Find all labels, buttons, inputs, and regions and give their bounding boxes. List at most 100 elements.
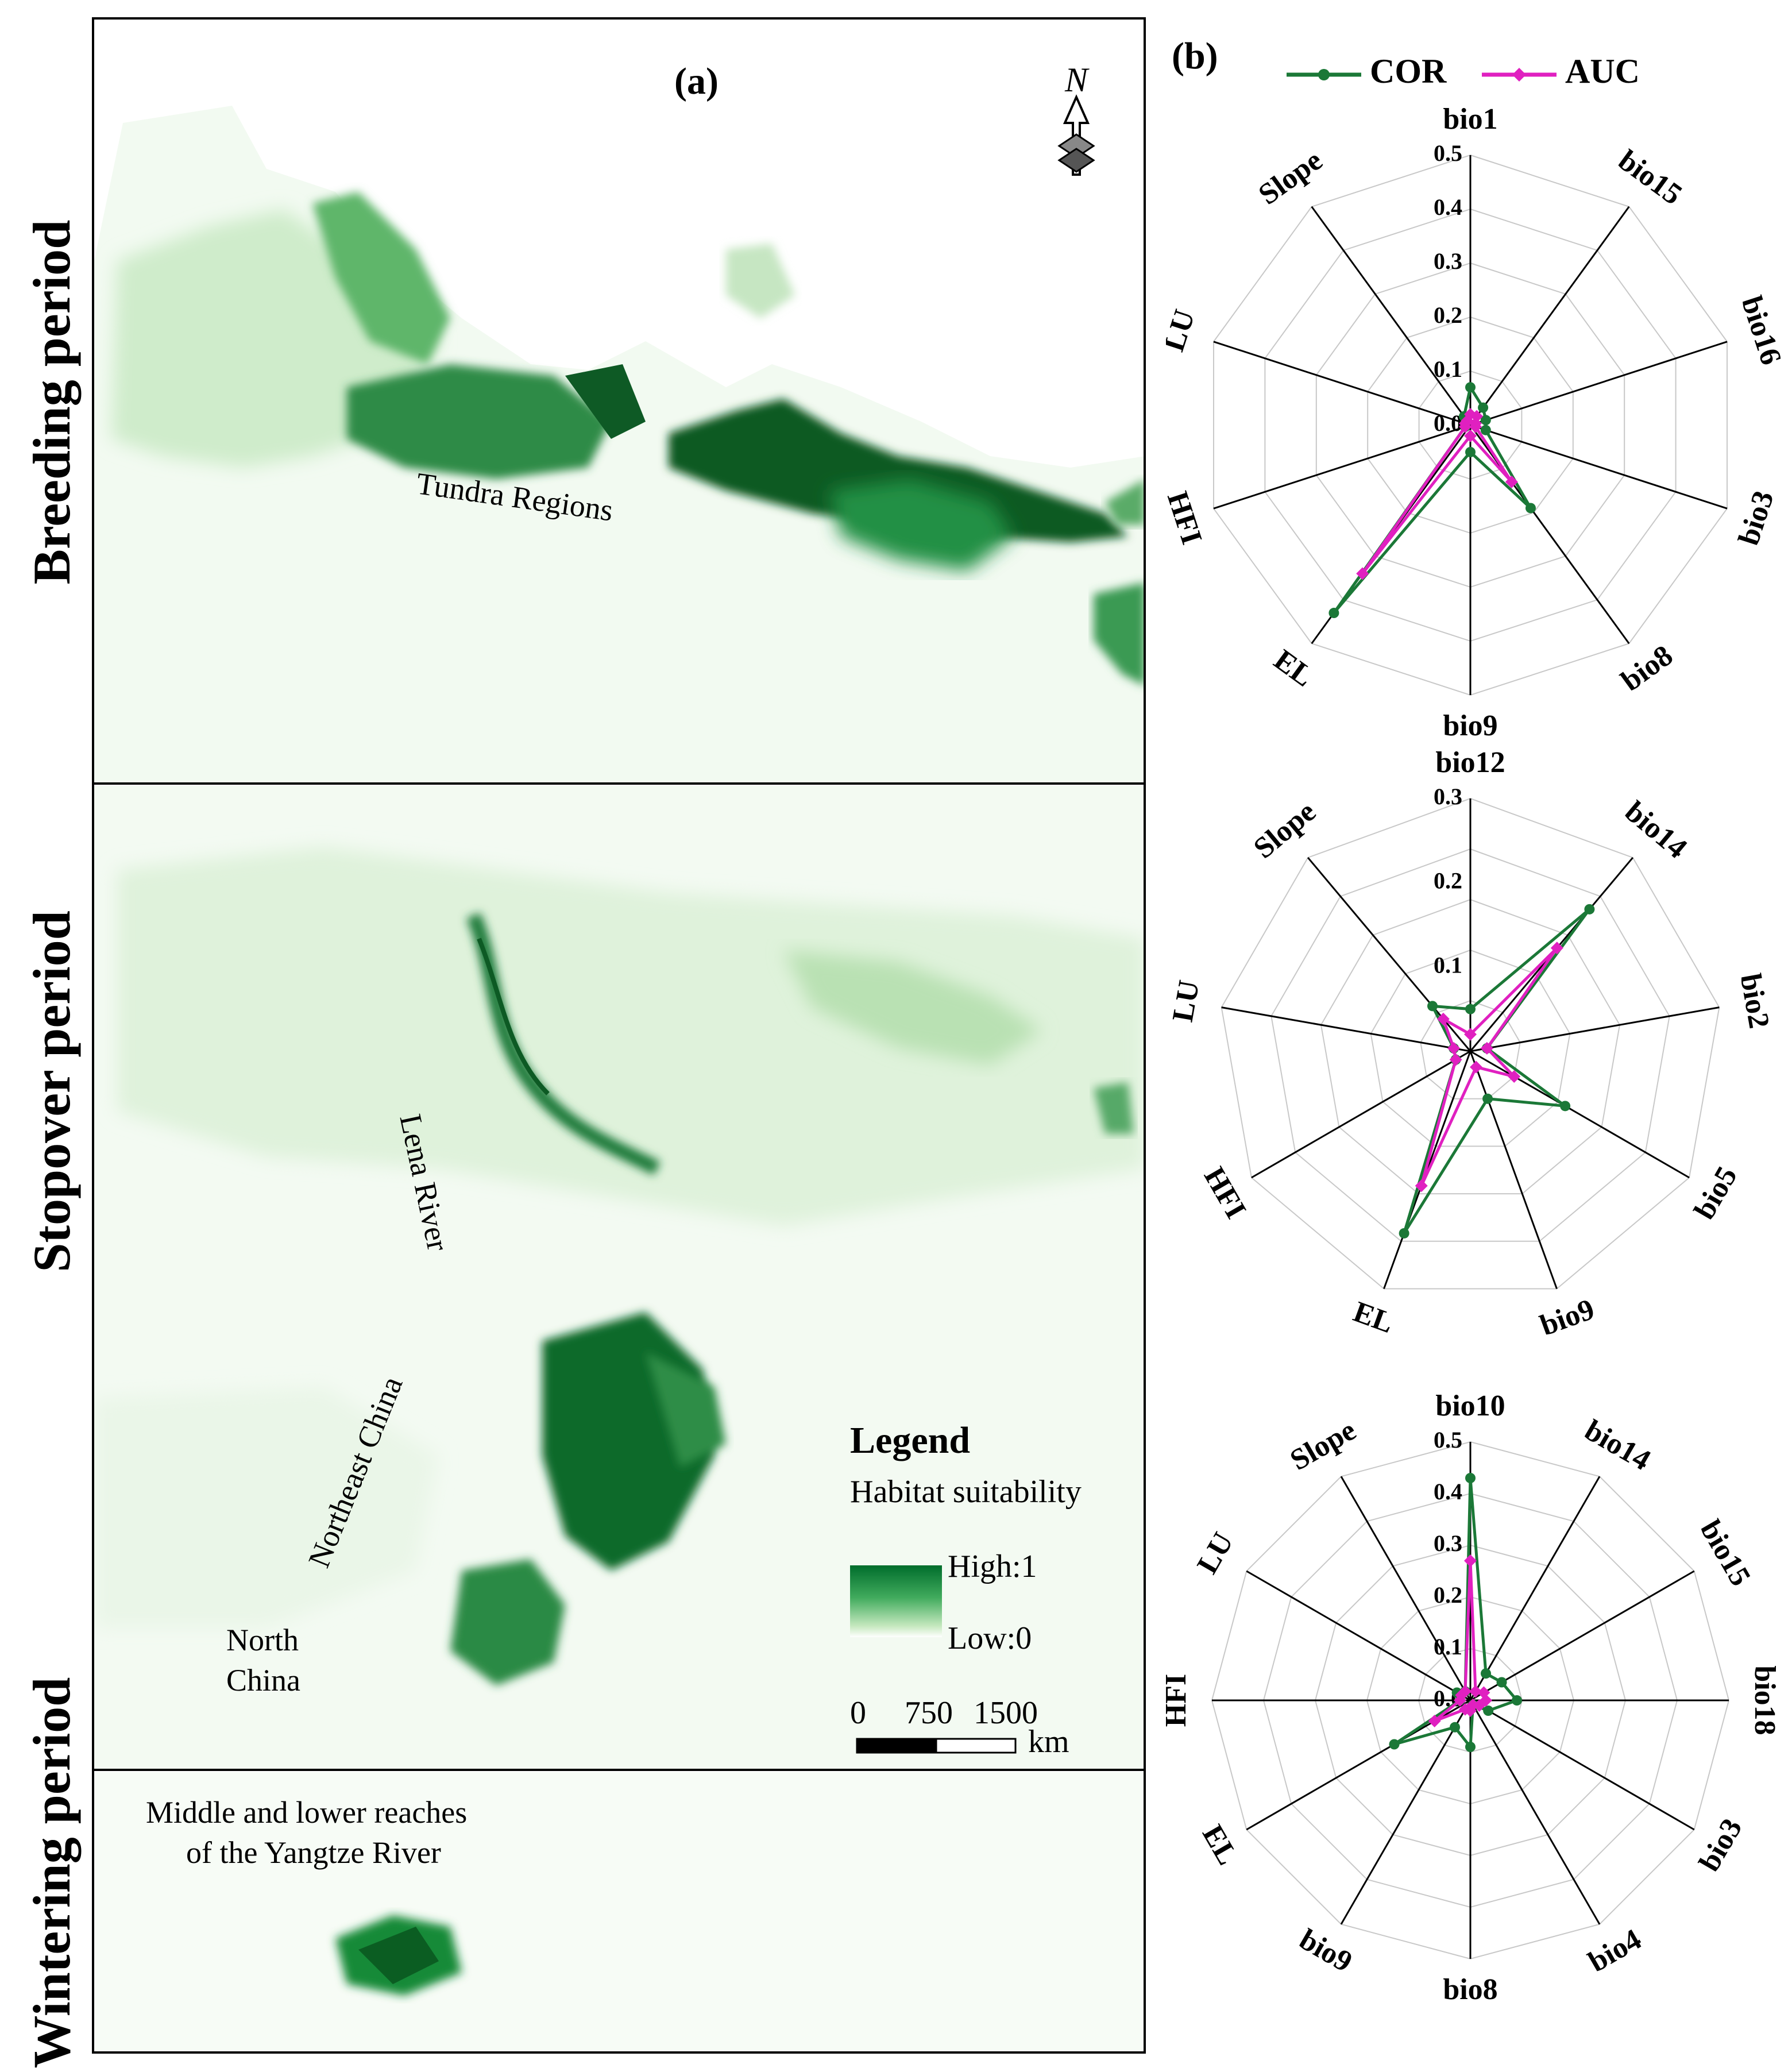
map-panel: (a) N Tundra Regions Lena River Northeas… — [92, 17, 1146, 2054]
stopover-map-section — [94, 786, 1144, 1770]
tundra-west — [347, 364, 611, 479]
radar-point-AUC-LU — [1455, 1689, 1468, 1702]
radar-tick-label: 0.2 — [1434, 868, 1462, 894]
radar-axis-bio2 — [1470, 1006, 1720, 1052]
radar-point-COR-bio8 — [1465, 1742, 1476, 1752]
yangtze-label-1: Middle and lower reaches — [146, 1795, 468, 1830]
scale-tick-1500: 1500 — [974, 1695, 1038, 1731]
radar-axis-Slope — [1311, 206, 1472, 426]
radar-point-AUC-bio10 — [1464, 1554, 1477, 1567]
radar-point-AUC-HFI — [1449, 1053, 1462, 1066]
radar-axis-LU — [1246, 1570, 1471, 1702]
radar-axis-label-bio16: bio16 — [1735, 292, 1788, 369]
radar-point-COR-bio8 — [1525, 503, 1536, 514]
radar-axis-HFI — [1213, 424, 1471, 510]
radar-point-AUC-bio15 — [1477, 1686, 1490, 1699]
radar-tick-label: 0.5 — [1434, 140, 1462, 166]
radar-series-COR — [1403, 908, 1591, 1234]
radar-axis-label-bio3: bio3 — [1732, 487, 1781, 549]
radar-axis-bio14 — [1469, 1476, 1601, 1701]
radar-tick-label: 0.0 — [1434, 410, 1462, 436]
novaya-zemlya — [726, 244, 795, 318]
radar-grid-ring — [1320, 898, 1621, 1195]
radar-axis-label-EL: EL — [1196, 1819, 1244, 1870]
radar-point-COR-EL — [1328, 608, 1339, 619]
scale-unit: km — [1028, 1724, 1069, 1760]
radar-axis-label-HFI: HFI — [1166, 1674, 1192, 1727]
radar-point-AUC-bio5 — [1508, 1070, 1521, 1083]
radar-point-AUC-bio9 — [1464, 429, 1477, 442]
kamchatka-region — [1094, 582, 1144, 685]
kola-region — [312, 192, 450, 364]
radar-tick-label: 0.2 — [1434, 1582, 1462, 1608]
radar-axis-label-bio18: bio18 — [1748, 1665, 1781, 1735]
radar-grid-ring — [1370, 949, 1571, 1147]
radar-chart-3: bio10 bio14 bio15 bio18 bio3 bio4 bio8 bio9 EL HF… — [1166, 1390, 1781, 2006]
radar-axis-label-bio3: bio3 — [1693, 1813, 1748, 1877]
panel-b-label: (b) — [1172, 35, 1218, 77]
radar-tick-label: 0.1 — [1434, 1634, 1462, 1660]
panel-a-label: (a) — [674, 60, 719, 102]
scale-tick-750: 750 — [905, 1695, 953, 1731]
radar-point-AUC-EL — [1356, 567, 1369, 580]
radar-point-AUC-bio3 — [1473, 1699, 1486, 1712]
radar-point-COR-bio9 — [1465, 447, 1476, 457]
radar-point-COR-bio3 — [1483, 1706, 1494, 1716]
radar-axis-label-bio9: bio9 — [1536, 1293, 1598, 1342]
radar-axis-label-HFI: HFI — [1198, 1162, 1253, 1224]
legend-low-label: Low:0 — [948, 1621, 1032, 1656]
radar-axis-bio3 — [1470, 1699, 1695, 1831]
cor-legend-marker — [1318, 69, 1330, 80]
radar-point-AUC-LU — [1447, 1041, 1461, 1055]
radar-charts: bio1 bio15 bio16 bio3 bio8 bio9 EL HFI LU Slope 0.… — [1166, 103, 1788, 2006]
radar-point-AUC-EL — [1428, 1715, 1441, 1727]
cor-legend-label: COR — [1370, 52, 1447, 90]
radar-axis-label-bio14: bio14 — [1579, 1414, 1656, 1477]
yamal-region — [565, 364, 646, 439]
radar-axis-label-bio15: bio15 — [1694, 1515, 1757, 1592]
radar-axis-bio15 — [1470, 1570, 1695, 1702]
radar-grid-ring — [1270, 848, 1670, 1242]
radar-axis-label-Slope: Slope — [1253, 144, 1328, 211]
radar-point-AUC-Slope — [1436, 1012, 1450, 1025]
radar-axis-label-bio9: bio9 — [1443, 709, 1497, 742]
radar-point-COR-bio14 — [1481, 1668, 1491, 1679]
radar-axis-label-Slope: Slope — [1285, 1414, 1362, 1477]
radar-axis-label-bio1: bio1 — [1443, 103, 1497, 136]
radar-point-AUC-EL — [1415, 1179, 1428, 1193]
breeding-map-section — [94, 106, 1144, 784]
radar-point-COR-bio18 — [1512, 1695, 1522, 1706]
radar-point-COR-bio5 — [1560, 1101, 1571, 1112]
wintering-map-section — [94, 1772, 1144, 2051]
auc-legend-label: AUC — [1565, 52, 1640, 90]
radar-axis-label-bio14: bio14 — [1619, 795, 1693, 865]
map-legend: Legend Habitat suitability High:1 Low:0 … — [850, 1419, 1149, 1792]
habitat-map — [94, 106, 1144, 2051]
radar-point-AUC-Slope — [1459, 1685, 1472, 1698]
radar-tick-label: 0.2 — [1434, 302, 1462, 328]
radar-point-COR-bio15 — [1496, 1677, 1507, 1688]
radar-tick-label: 0.1 — [1434, 356, 1462, 382]
radar-axis-label-bio8: bio8 — [1443, 1973, 1497, 2006]
radar-axis-bio15 — [1469, 206, 1630, 426]
radar-axis-label-bio4: bio4 — [1583, 1923, 1647, 1978]
auc-legend-marker — [1512, 68, 1526, 82]
radar-point-AUC-bio14 — [1550, 942, 1563, 955]
scale-tick-0: 0 — [850, 1695, 866, 1731]
radar-point-AUC-bio15 — [1470, 410, 1484, 423]
radar-axis-bio9 — [1340, 1700, 1472, 1925]
radar-point-COR-bio15 — [1478, 402, 1489, 413]
radar-axis-label-bio5: bio5 — [1688, 1161, 1744, 1225]
radar-axis-label-bio8: bio8 — [1615, 639, 1679, 697]
radar-point-COR-bio16 — [1480, 415, 1491, 426]
radar-axis-label-bio2: bio2 — [1734, 971, 1776, 1031]
stopover-period-label: Stopover period — [22, 910, 81, 1272]
radar-series-AUC — [1420, 947, 1558, 1187]
radar-point-COR-bio12 — [1465, 1004, 1476, 1014]
radar-axis-label-bio12: bio12 — [1435, 746, 1505, 779]
radar-point-COR-bio3 — [1480, 425, 1491, 435]
radar-point-COR-bio10 — [1465, 1473, 1476, 1483]
radar-axis-label-EL: EL — [1268, 643, 1320, 693]
radar-axis-LU — [1221, 1006, 1471, 1052]
radar-point-AUC-bio9 — [1459, 1703, 1472, 1716]
